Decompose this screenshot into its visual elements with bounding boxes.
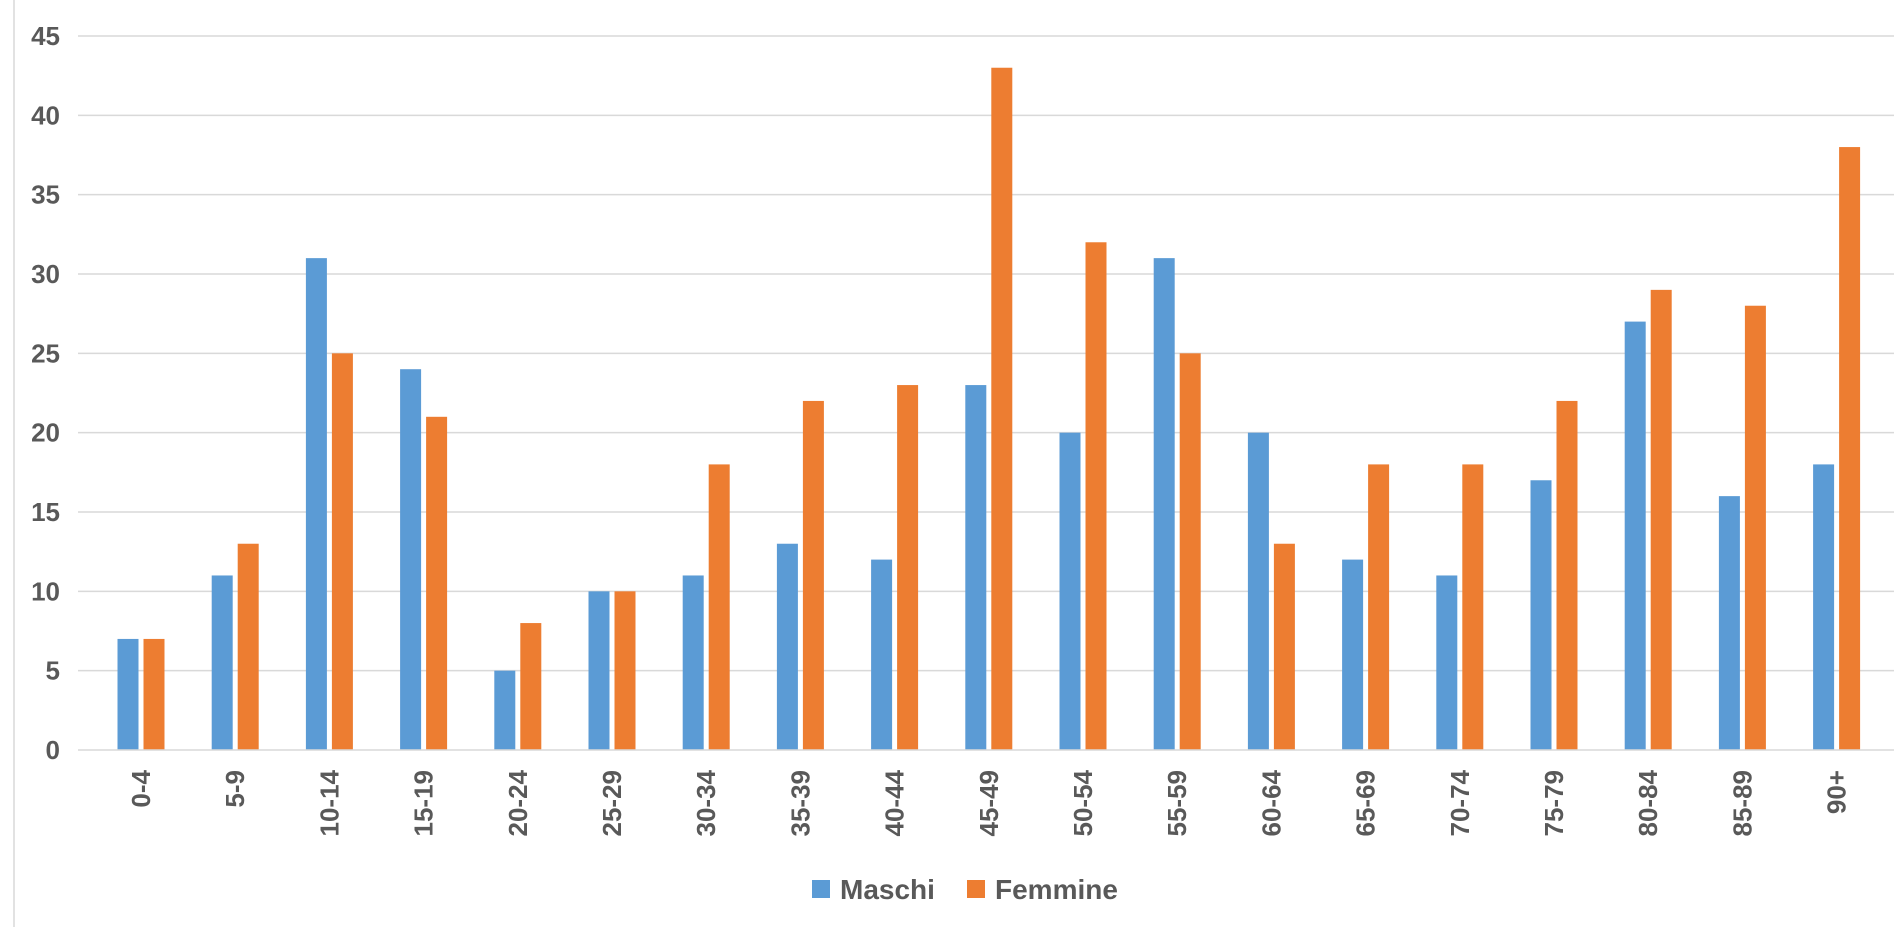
bar-maschi-65-69 — [1342, 559, 1364, 750]
y-tick-label: 10 — [31, 576, 60, 606]
x-tick-label: 40-44 — [880, 769, 910, 836]
bar-femmine-80-84 — [1650, 289, 1672, 750]
bar-femmine-10-14 — [331, 353, 353, 750]
bar-maschi-50-54 — [1059, 432, 1081, 750]
bar-maschi-55-59 — [1153, 258, 1175, 750]
x-tick-label: 85-89 — [1727, 770, 1757, 837]
bar-femmine-5-9 — [237, 543, 259, 750]
y-tick-label: 5 — [46, 656, 60, 686]
x-tick-label: 55-59 — [1162, 770, 1192, 837]
bar-maschi-90+ — [1813, 464, 1835, 750]
x-tick-label: 35-39 — [785, 770, 815, 837]
legend-label-maschi: Maschi — [840, 874, 935, 905]
bar-femmine-60-64 — [1273, 543, 1295, 750]
legend: Maschi Femmine — [812, 874, 1118, 905]
x-tick-label: 20-24 — [503, 769, 533, 836]
bar-maschi-40-44 — [871, 559, 893, 750]
bar-maschi-45-49 — [965, 385, 987, 750]
x-tick-label: 80-84 — [1633, 769, 1663, 836]
bar-maschi-5-9 — [211, 575, 233, 750]
bars — [117, 67, 1861, 751]
bar-maschi-70-74 — [1436, 575, 1458, 750]
bar-femmine-45-49 — [991, 67, 1013, 750]
y-tick-label: 30 — [31, 259, 60, 289]
legend-swatch-maschi — [812, 880, 830, 898]
bar-femmine-85-89 — [1744, 305, 1766, 750]
bar-femmine-40-44 — [897, 385, 919, 750]
bar-femmine-70-74 — [1462, 464, 1484, 750]
bar-femmine-25-29 — [614, 591, 636, 750]
bar-maschi-30-34 — [682, 575, 704, 750]
y-tick-label: 45 — [31, 21, 60, 51]
bar-femmine-90+ — [1839, 147, 1861, 751]
bar-femmine-0-4 — [143, 638, 165, 750]
bar-femmine-15-19 — [426, 416, 448, 750]
y-tick-label: 40 — [31, 100, 60, 130]
x-tick-label: 10-14 — [314, 769, 344, 836]
bar-femmine-75-79 — [1556, 400, 1578, 750]
bar-femmine-30-34 — [708, 464, 730, 750]
bar-femmine-55-59 — [1179, 353, 1201, 750]
x-tick-label: 30-34 — [691, 769, 721, 836]
x-tick-label: 90+ — [1822, 770, 1852, 814]
bar-maschi-80-84 — [1624, 321, 1646, 750]
y-tick-label: 35 — [31, 180, 60, 210]
y-tick-label: 0 — [46, 735, 60, 765]
x-tick-label: 25-29 — [597, 770, 627, 837]
bar-maschi-85-89 — [1718, 496, 1740, 750]
y-axis-tick-labels: 0 5 10 15 20 25 30 35 40 45 — [31, 21, 60, 765]
legend-label-femmine: Femmine — [995, 874, 1118, 905]
bar-maschi-75-79 — [1530, 480, 1552, 750]
bar-maschi-60-64 — [1247, 432, 1269, 750]
x-tick-label: 75-79 — [1539, 770, 1569, 837]
y-tick-label: 15 — [31, 497, 60, 527]
x-tick-label: 65-69 — [1351, 770, 1381, 837]
bar-maschi-25-29 — [588, 591, 610, 750]
bar-maschi-20-24 — [494, 670, 516, 750]
x-axis-tick-labels: 0-4 5-9 10-14 15-19 20-24 25-29 30-34 35-39 40-4… — [126, 769, 1852, 836]
x-tick-label: 70-74 — [1445, 769, 1475, 836]
x-tick-label: 45-49 — [974, 770, 1004, 837]
bar-maschi-0-4 — [117, 638, 139, 750]
y-tick-label: 25 — [31, 338, 60, 368]
x-tick-label: 0-4 — [126, 769, 156, 807]
bar-maschi-35-39 — [776, 543, 798, 750]
bar-femmine-20-24 — [520, 623, 542, 750]
bar-femmine-50-54 — [1085, 242, 1107, 750]
bar-maschi-15-19 — [400, 369, 422, 750]
y-tick-label: 20 — [31, 418, 60, 448]
x-tick-label: 60-64 — [1256, 769, 1286, 836]
bar-maschi-10-14 — [305, 258, 327, 750]
x-tick-label: 15-19 — [409, 770, 439, 837]
x-tick-label: 50-54 — [1068, 769, 1098, 836]
x-tick-label: 5-9 — [220, 770, 250, 808]
bar-femmine-65-69 — [1368, 464, 1390, 750]
legend-swatch-femmine — [967, 880, 985, 898]
bar-femmine-35-39 — [802, 400, 824, 750]
